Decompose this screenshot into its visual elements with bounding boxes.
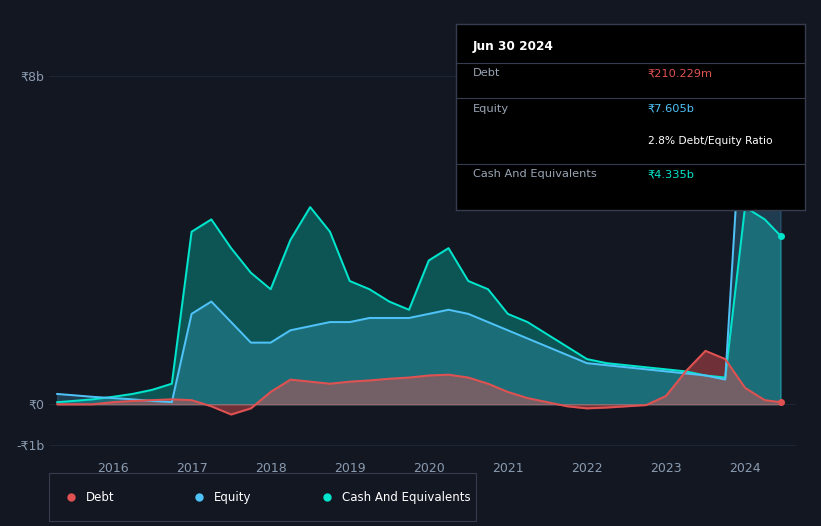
Text: Jun 30 2024: Jun 30 2024 bbox=[473, 41, 554, 54]
Text: ₹210.229m: ₹210.229m bbox=[648, 68, 713, 78]
Text: Debt: Debt bbox=[85, 491, 114, 503]
Text: 2.8% Debt/Equity Ratio: 2.8% Debt/Equity Ratio bbox=[648, 136, 773, 146]
Text: ₹7.605b: ₹7.605b bbox=[648, 104, 695, 114]
Text: ₹4.335b: ₹4.335b bbox=[648, 169, 695, 179]
Text: Equity: Equity bbox=[473, 104, 509, 114]
Text: Cash And Equivalents: Cash And Equivalents bbox=[473, 169, 597, 179]
Text: Debt: Debt bbox=[473, 68, 501, 78]
Text: Equity: Equity bbox=[213, 491, 251, 503]
Text: Cash And Equivalents: Cash And Equivalents bbox=[342, 491, 470, 503]
